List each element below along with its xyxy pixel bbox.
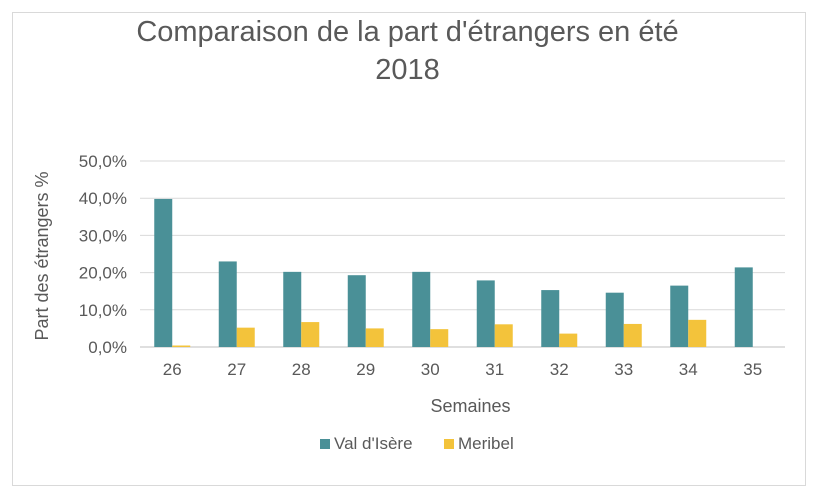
y-tick-label: 10,0% [79,301,127,320]
bar-meribel [365,328,384,347]
y-axis-title: Part des étrangers % [32,171,52,340]
legend-label: Meribel [458,434,514,453]
bar-meribel [236,327,255,347]
x-tick-label: 28 [292,360,311,379]
bar-meribel [172,345,191,347]
x-tick-label: 34 [679,360,698,379]
legend: Val d'Isère Meribel [320,434,514,453]
x-tick-label: 27 [227,360,246,379]
x-tick-label: 26 [163,360,182,379]
x-tick-label: 31 [485,360,504,379]
y-tick-label: 30,0% [79,226,127,245]
chart-title: Comparaison de la part d'étrangers en ét… [136,16,679,86]
x-tick-label: 33 [614,360,633,379]
bar-val-disere [154,198,173,347]
bar-meribel [688,319,707,347]
bar-val-disere [283,271,302,347]
x-tick-label: 30 [421,360,440,379]
bar-val-disere [218,261,237,347]
bar-val-disere [476,280,495,347]
bar-meribel [301,322,320,347]
legend-label: Val d'Isère [334,434,413,453]
x-tick-label: 32 [550,360,569,379]
chart-frame [12,12,806,486]
x-tick-label: 29 [356,360,375,379]
bar-val-disere [734,267,753,347]
y-tick-label: 50,0% [79,152,127,171]
bar-val-disere [605,292,624,347]
bar-meribel [494,324,513,347]
x-axis-title: Semaines [430,396,510,416]
bar-val-disere [670,285,689,347]
x-tick-label: 35 [743,360,762,379]
bar-meribel [430,329,449,347]
y-tick-label: 40,0% [79,189,127,208]
bar-val-disere [541,290,560,347]
bar-val-disere [347,275,366,347]
legend-swatch [320,439,330,449]
bar-meribel [623,323,642,347]
legend-swatch [444,439,454,449]
y-tick-label: 0,0% [88,338,127,357]
y-axis-ticks: 0,0% 10,0% 20,0% 30,0% 40,0% 50,0% [79,152,127,357]
x-axis-ticks: 26 27 28 29 30 31 32 33 34 35 [163,360,762,379]
y-tick-label: 20,0% [79,264,127,283]
bar-val-disere [412,271,431,347]
bar-meribel [559,333,578,347]
bars [154,198,753,347]
